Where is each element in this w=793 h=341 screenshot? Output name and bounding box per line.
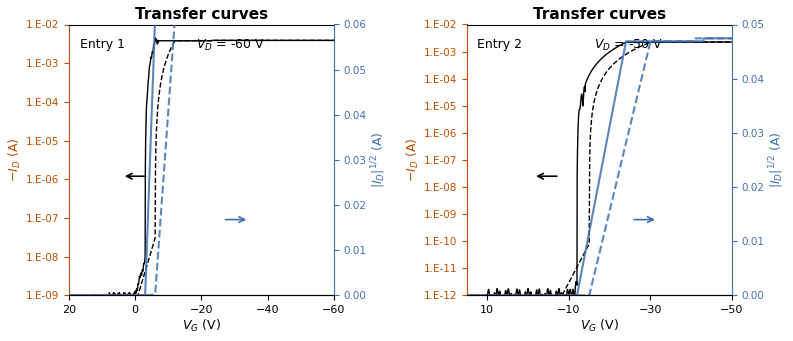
Y-axis label: $-I_D$ (A): $-I_D$ (A) [404, 138, 421, 182]
X-axis label: $V_G$ (V): $V_G$ (V) [182, 318, 221, 334]
Y-axis label: $|I_D|^{1/2}$ (A): $|I_D|^{1/2}$ (A) [768, 132, 786, 188]
Y-axis label: $|I_D|^{1/2}$ (A): $|I_D|^{1/2}$ (A) [370, 132, 388, 188]
Text: Entry 2: Entry 2 [477, 38, 523, 51]
Text: $V_D$ = -60 V: $V_D$ = -60 V [196, 38, 265, 53]
Title: Transfer curves: Transfer curves [533, 7, 666, 22]
X-axis label: $V_G$ (V): $V_G$ (V) [580, 318, 619, 334]
Text: Entry 1: Entry 1 [79, 38, 125, 51]
Y-axis label: $-I_D$ (A): $-I_D$ (A) [7, 138, 23, 182]
Text: $V_D$ = -50 V: $V_D$ = -50 V [594, 38, 663, 53]
Title: Transfer curves: Transfer curves [135, 7, 268, 22]
